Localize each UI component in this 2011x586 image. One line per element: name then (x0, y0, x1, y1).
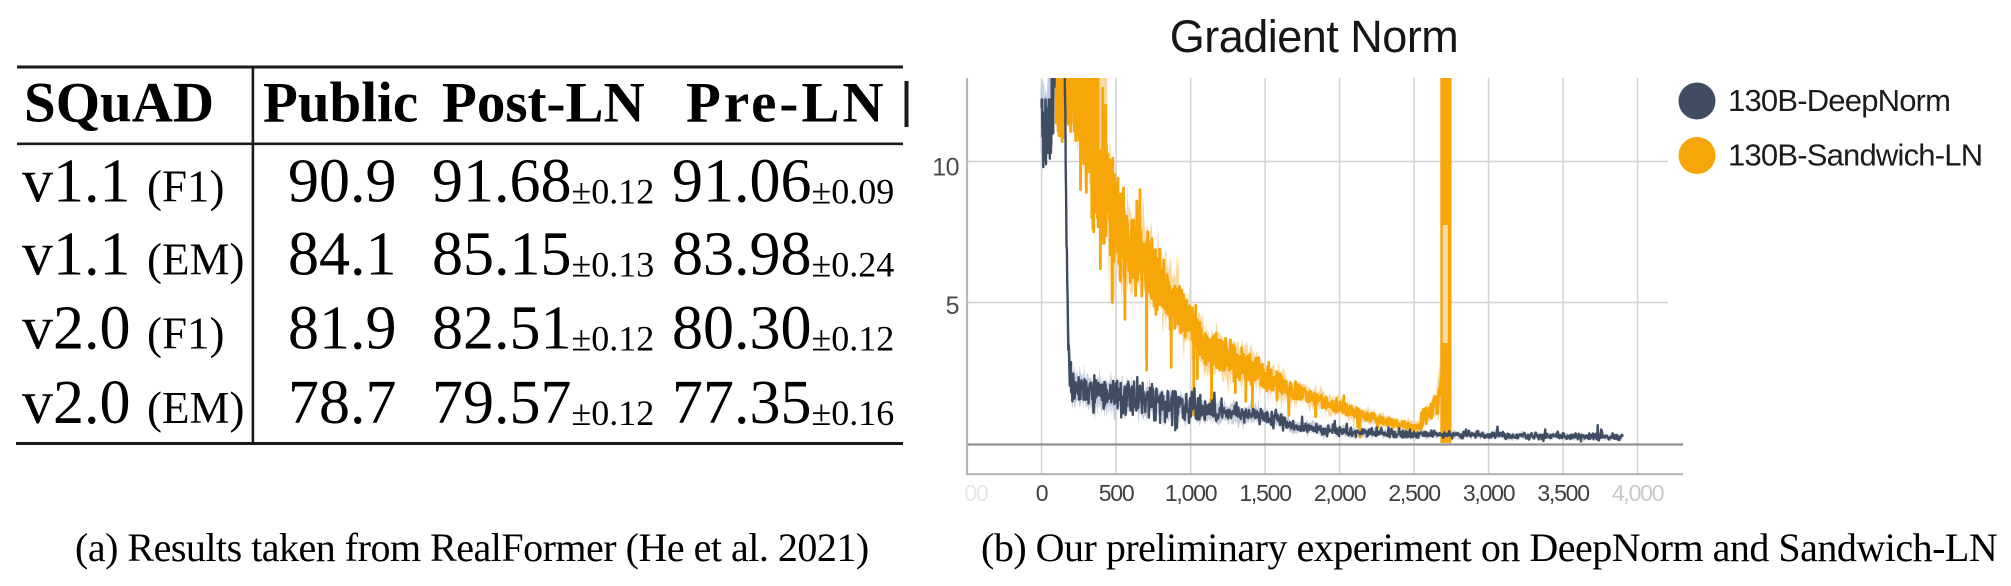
svg-text:v2.0: v2.0 (22, 295, 131, 363)
svg-text:90.9: 90.9 (288, 148, 397, 216)
svg-text:85.15±0.13: 85.15±0.13 (432, 221, 654, 289)
svg-text:00: 00 (964, 480, 988, 506)
svg-text:v2.0: v2.0 (22, 369, 131, 437)
svg-text:81.9: 81.9 (288, 295, 397, 363)
svg-text:Gradient Norm: Gradient Norm (1170, 11, 1459, 62)
svg-text:84.1: 84.1 (288, 221, 397, 289)
svg-text:78.7: 78.7 (288, 369, 397, 437)
svg-text:130B-DeepNorm: 130B-DeepNorm (1728, 83, 1950, 118)
svg-text:(EM): (EM) (147, 383, 244, 433)
svg-text:500: 500 (1099, 480, 1134, 506)
svg-text:2,000: 2,000 (1314, 480, 1366, 506)
svg-text:10: 10 (932, 154, 959, 182)
svg-text:v1.1: v1.1 (22, 148, 131, 216)
svg-text:v1.1: v1.1 (22, 221, 131, 289)
svg-text:Pre-LN: Pre-LN (686, 72, 887, 135)
svg-text:2,500: 2,500 (1388, 480, 1440, 506)
svg-text:77.35±0.16: 77.35±0.16 (672, 369, 894, 437)
svg-text:(F1): (F1) (147, 162, 225, 212)
svg-text:(EM): (EM) (147, 235, 244, 285)
svg-text:Post-LN: Post-LN (442, 72, 645, 135)
svg-text:0: 0 (1036, 480, 1048, 506)
svg-text:SQuAD: SQuAD (24, 72, 214, 135)
svg-text:4,000: 4,000 (1612, 480, 1664, 506)
svg-text:1,500: 1,500 (1239, 480, 1291, 506)
svg-text:(a) Results taken from RealFor: (a) Results taken from RealFormer (He et… (75, 525, 869, 570)
svg-text:1,000: 1,000 (1165, 480, 1217, 506)
svg-text:(F1): (F1) (147, 309, 225, 359)
svg-text:Public: Public (263, 72, 418, 135)
svg-text:5: 5 (946, 292, 959, 320)
svg-text:3,000: 3,000 (1463, 480, 1515, 506)
svg-text:80.30±0.12: 80.30±0.12 (672, 295, 894, 363)
svg-text:130B-Sandwich-LN: 130B-Sandwich-LN (1728, 138, 1982, 173)
svg-text:(b) Our preliminary experiment: (b) Our preliminary experiment on DeepNo… (981, 525, 1997, 570)
svg-text:3,500: 3,500 (1537, 480, 1589, 506)
